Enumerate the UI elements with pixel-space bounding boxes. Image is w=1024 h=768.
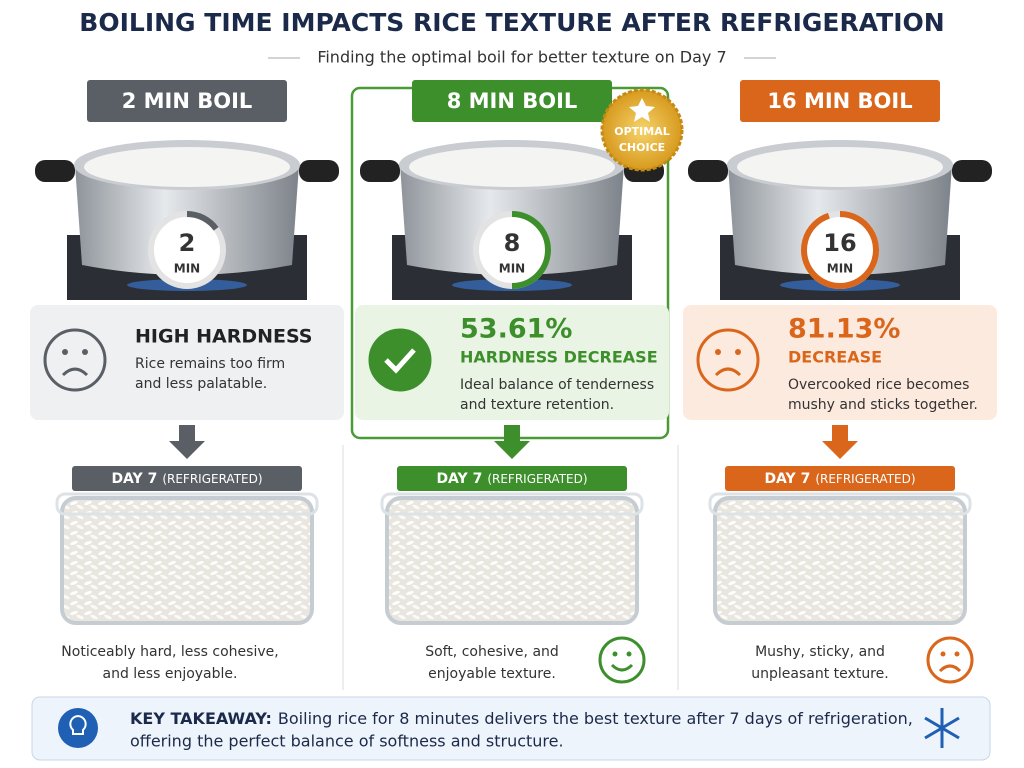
eye bbox=[612, 651, 618, 657]
day-note: (REFRIGERATED) bbox=[487, 472, 587, 486]
timer-arc bbox=[186, 211, 219, 231]
result-text: Rice remains too firm bbox=[135, 356, 285, 372]
result-value: 53.61% bbox=[460, 314, 572, 345]
day-label: DAY 7 (REFRIGERATED) bbox=[436, 471, 587, 487]
label-box bbox=[740, 80, 940, 122]
timer-arc bbox=[801, 211, 879, 289]
arrow bbox=[822, 425, 858, 459]
result-text: and texture retention. bbox=[460, 397, 614, 413]
eye bbox=[715, 349, 721, 355]
label-box bbox=[87, 80, 287, 122]
timer-arc bbox=[511, 211, 551, 289]
eye bbox=[626, 651, 632, 657]
result-text: mushy and sticks together. bbox=[788, 397, 978, 413]
handle bbox=[35, 160, 75, 182]
day-label: DAY 7 (REFRIGERATED) bbox=[111, 471, 262, 487]
timer-unit: MIN bbox=[499, 262, 525, 276]
badge-star bbox=[629, 98, 655, 122]
outcome-text: Noticeably hard, less cohesive, bbox=[61, 644, 278, 660]
container-rim bbox=[55, 492, 319, 516]
day-pill bbox=[72, 466, 302, 491]
result-box bbox=[355, 305, 669, 420]
day-title: DAY 7 bbox=[111, 471, 157, 487]
outcome-text: enjoyable texture. bbox=[428, 666, 556, 682]
result-box bbox=[30, 305, 344, 420]
eye bbox=[735, 349, 741, 355]
handle bbox=[360, 160, 400, 182]
badge-text: CHOICE bbox=[619, 141, 665, 154]
arrow bbox=[494, 425, 530, 459]
mouth bbox=[938, 664, 962, 673]
eye bbox=[62, 349, 68, 355]
outcome-text: Mushy, sticky, and bbox=[755, 644, 885, 660]
result-icon bbox=[696, 328, 760, 392]
boil-label: 2 MIN BOIL bbox=[122, 89, 253, 113]
outcome-text: and less enjoyable. bbox=[103, 666, 238, 682]
rice-top bbox=[409, 147, 615, 187]
day-pill bbox=[725, 466, 955, 491]
result-text: Overcooked rice becomes bbox=[788, 377, 969, 393]
face bbox=[598, 636, 646, 684]
result-value: 81.13% bbox=[788, 314, 900, 345]
snowflake-icon bbox=[924, 708, 960, 748]
result-icon bbox=[43, 328, 107, 392]
container bbox=[60, 496, 314, 625]
handle bbox=[952, 160, 992, 182]
boil-label: 16 MIN BOIL bbox=[767, 89, 912, 113]
frown bbox=[61, 367, 89, 377]
bulb-icon bbox=[58, 708, 98, 748]
frown bbox=[714, 367, 742, 377]
day-pill bbox=[397, 466, 627, 491]
timer-value: 8 bbox=[504, 229, 521, 257]
day-note: (REFRIGERATED) bbox=[815, 472, 915, 486]
container bbox=[385, 496, 639, 625]
outcome-text: Soft, cohesive, and bbox=[425, 644, 559, 660]
day-label: DAY 7 (REFRIGERATED) bbox=[764, 471, 915, 487]
result-text: and less palatable. bbox=[135, 376, 267, 392]
handle bbox=[688, 160, 728, 182]
eye bbox=[954, 651, 960, 657]
rice-top bbox=[84, 147, 290, 187]
eye bbox=[82, 349, 88, 355]
timer-value: 2 bbox=[179, 229, 196, 257]
result-title: HARDNESS DECREASE bbox=[460, 348, 658, 367]
badge bbox=[600, 88, 684, 172]
outcome-text: unpleasant texture. bbox=[751, 666, 888, 682]
check bbox=[384, 348, 416, 374]
day-title: DAY 7 bbox=[764, 471, 810, 487]
result-title: HIGH HARDNESS bbox=[135, 326, 313, 348]
timer-unit: MIN bbox=[174, 262, 200, 276]
result-text: Ideal balance of tenderness bbox=[460, 377, 654, 393]
day-note: (REFRIGERATED) bbox=[162, 472, 262, 486]
subtitle: Finding the optimal boil for better text… bbox=[317, 48, 726, 67]
container-rim bbox=[380, 492, 644, 516]
takeaway-label: KEY TAKEAWAY: bbox=[130, 709, 272, 728]
takeaway: KEY TAKEAWAY: Boiling rice for 8 minutes … bbox=[130, 709, 913, 728]
bulb bbox=[69, 714, 87, 735]
face bbox=[926, 636, 974, 684]
takeaway-box bbox=[31, 696, 991, 761]
label-box bbox=[412, 80, 612, 122]
result-icon bbox=[368, 328, 432, 392]
eye bbox=[940, 651, 946, 657]
handle bbox=[299, 160, 339, 182]
badge-text: OPTIMAL bbox=[614, 125, 669, 138]
mouth bbox=[610, 663, 634, 672]
title: BOILING TIME IMPACTS RICE TEXTURE AFTER … bbox=[79, 8, 944, 37]
takeaway-line: Boiling rice for 8 minutes delivers the … bbox=[278, 709, 913, 728]
boil-label: 8 MIN BOIL bbox=[447, 89, 578, 113]
container bbox=[713, 496, 967, 625]
arrow bbox=[169, 425, 205, 459]
container-rim bbox=[708, 492, 972, 516]
day-title: DAY 7 bbox=[436, 471, 482, 487]
takeaway-line: offering the perfect balance of softness… bbox=[130, 732, 564, 751]
timer-unit: MIN bbox=[827, 262, 853, 276]
result-box bbox=[683, 305, 997, 420]
result-title: DECREASE bbox=[788, 348, 882, 367]
rice-top bbox=[737, 147, 943, 187]
timer-value: 16 bbox=[823, 229, 856, 257]
